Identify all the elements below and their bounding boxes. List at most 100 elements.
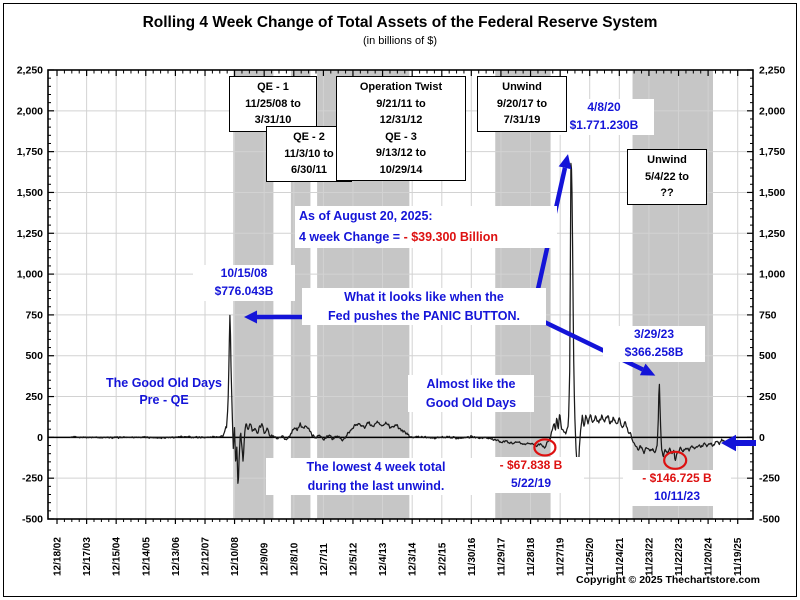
x-axis-date-label: 12/5/12 <box>348 542 359 576</box>
uw2-line: Unwind <box>647 154 687 166</box>
arrow-to-2023-spike-head <box>639 363 656 376</box>
twist-line: 10/29/14 <box>379 163 423 176</box>
as-of-note: As of August 20, 2025: 4 week Change = -… <box>295 206 557 248</box>
as-of-change-value: - $39.300 Billion <box>403 229 499 244</box>
x-axis-date-label: 12/9/09 <box>260 542 271 576</box>
shaded-band-qe2 <box>290 70 311 519</box>
qe1-period-box: QE - 1 11/25/08 to 3/31/10 <box>229 76 317 132</box>
y-axis-label-left: 250 <box>25 391 43 403</box>
as-of-change-label: 4 week Change = <box>299 229 404 244</box>
y-axis-label-left: 1,250 <box>17 228 43 240</box>
arrow-latest-value <box>721 434 756 452</box>
shaded-band-unwind-2022 <box>632 70 713 519</box>
y-axis-label-left: 1,500 <box>17 187 43 199</box>
y-axis-label-right: -250 <box>759 473 780 485</box>
y-axis-label-right: 2,250 <box>759 65 785 77</box>
qe2-line: 6/30/11 <box>290 164 328 176</box>
operation-twist-qe3-period-box: Operation Twist 9/21/11 to 12/31/12 QE -… <box>336 76 466 181</box>
panic-line1: What it looks like when the <box>302 288 546 307</box>
uw1-line: 7/31/19 <box>503 114 541 126</box>
covid-peak-date: 4/8/20 <box>554 99 654 117</box>
qe2-line: 11/3/10 to <box>284 147 334 160</box>
arrow-to-2008-peak-head <box>244 310 258 324</box>
circle-low-2019 <box>533 438 557 457</box>
circle-low-2023 <box>663 450 688 470</box>
lowest-unwind-note: The lowest 4 week total during the last … <box>266 458 486 495</box>
y-axis-label-left: 0 <box>37 432 43 444</box>
x-axis-date-label: 12/14/05 <box>141 537 152 576</box>
x-axis-date-label: 11/20/24 <box>704 537 715 576</box>
spike-2023-label: 3/29/23 $366.258B <box>603 326 705 362</box>
x-axis-date-label: 12/3/14 <box>408 542 419 576</box>
x-axis-date-label: 11/23/22 <box>644 537 655 576</box>
x-axis-date-label: 11/25/20 <box>585 537 596 576</box>
x-axis-date-label: 11/24/21 <box>615 537 626 576</box>
lowest-line2: during the last unwind. <box>266 476 486 495</box>
almost-good-old-days-note: Almost like the Good Old Days <box>408 375 534 412</box>
chart-title: Rolling 4 Week Change of Total Assets of… <box>142 14 658 31</box>
spike-2023-value: $366.258B <box>603 343 705 362</box>
uw2-line: ?? <box>660 187 674 199</box>
x-axis-date-label: 11/29/17 <box>496 537 507 576</box>
arrow-to-covid-peak-head <box>558 154 572 170</box>
y-axis-label-left: 1,750 <box>17 146 43 158</box>
as-of-line1: As of August 20, 2025: <box>295 206 557 227</box>
low-2023-label: - $146.725 B 10/11/23 <box>623 470 731 506</box>
uw1-line: Unwind <box>502 81 542 93</box>
qe1-line: QE - 1 <box>257 81 289 93</box>
plot-frame <box>47 69 754 520</box>
y-axis-label-right: 2,000 <box>759 105 785 117</box>
y-axis-label-right: 750 <box>759 309 777 321</box>
x-axis-date-label: 12/15/04 <box>112 537 123 576</box>
x-axis-date-label: 11/30/16 <box>467 537 478 576</box>
unwind-2017-period-box: Unwind 9/20/17 to 7/31/19 <box>477 76 567 132</box>
y-axis-label-left: 1,000 <box>17 269 43 281</box>
qe1-line: 3/31/10 <box>254 114 292 126</box>
x-axis-date-label: 12/2/15 <box>437 542 448 576</box>
good-old-line2: Pre - QE <box>139 392 189 407</box>
x-axis-date-label: 12/17/03 <box>82 537 93 576</box>
y-axis-label-right: 1,250 <box>759 228 785 240</box>
low-2019-value: - $67.838 B <box>478 457 584 475</box>
almost-line1: Almost like the <box>408 375 534 394</box>
y-axis-label-right: 250 <box>759 391 777 403</box>
y-axis-label-left: -250 <box>22 473 43 485</box>
low-2023-date: 10/11/23 <box>623 487 731 506</box>
x-axis-date-label: 11/19/25 <box>733 537 744 576</box>
uw1-line: 9/20/17 to <box>496 97 548 110</box>
low-2023-value: - $146.725 B <box>623 470 731 488</box>
twist-line: 9/13/12 to <box>375 147 427 159</box>
y-axis-label-right: -500 <box>759 514 780 526</box>
y-axis-label-right: 1,500 <box>759 187 785 199</box>
twist-line: Operation Twist <box>359 81 443 93</box>
low-2019-date: 5/22/19 <box>478 474 584 493</box>
plot-border <box>47 69 754 520</box>
y-axis-label-left: 2,000 <box>17 105 43 117</box>
qe2-line: QE - 2 <box>293 131 325 143</box>
y-axis-label-left: -500 <box>22 514 43 526</box>
x-axis-date-label: 12/13/06 <box>171 537 182 576</box>
x-axis-date-label: 11/27/19 <box>556 537 567 576</box>
panic-line2: Fed pushes the PANIC BUTTON. <box>302 306 546 325</box>
qe1-line: 11/25/08 to <box>245 97 301 110</box>
x-axis-date-label: 12/10/08 <box>230 537 241 576</box>
as-of-line2: 4 week Change = - $39.300 Billion <box>295 226 557 248</box>
lowest-line1: The lowest 4 week total <box>266 458 486 477</box>
panic-button-note: What it looks like when the Fed pushes t… <box>302 288 546 325</box>
good-old-line1: The Good Old Days <box>106 376 222 390</box>
y-axis-label-right: 1,750 <box>759 146 785 158</box>
y-axis-label-right: 0 <box>759 432 765 444</box>
twist-line: 12/31/12 <box>379 114 423 126</box>
x-axis-date-label: 12/12/07 <box>201 537 212 576</box>
copyright-notice: Copyright © 2025 Thechartstore.com <box>576 574 760 586</box>
x-axis-date-label: 12/7/11 <box>319 543 330 576</box>
good-old-days-note: The Good Old Days Pre - QE <box>86 375 242 408</box>
y-axis-label-left: 500 <box>25 350 43 362</box>
axis-labels: -500 -500 -250 -250 0 0 250 250 500 500 750 750 1,00… <box>17 65 786 577</box>
x-axis-date-label: 11/28/18 <box>526 537 537 576</box>
x-axis-date-label: 12/18/02 <box>53 537 64 576</box>
y-axis-label-right: 500 <box>759 350 777 362</box>
x-axis-date-label: 12/8/10 <box>289 542 300 576</box>
chart-subtitle: (in billions of $) <box>363 35 437 47</box>
